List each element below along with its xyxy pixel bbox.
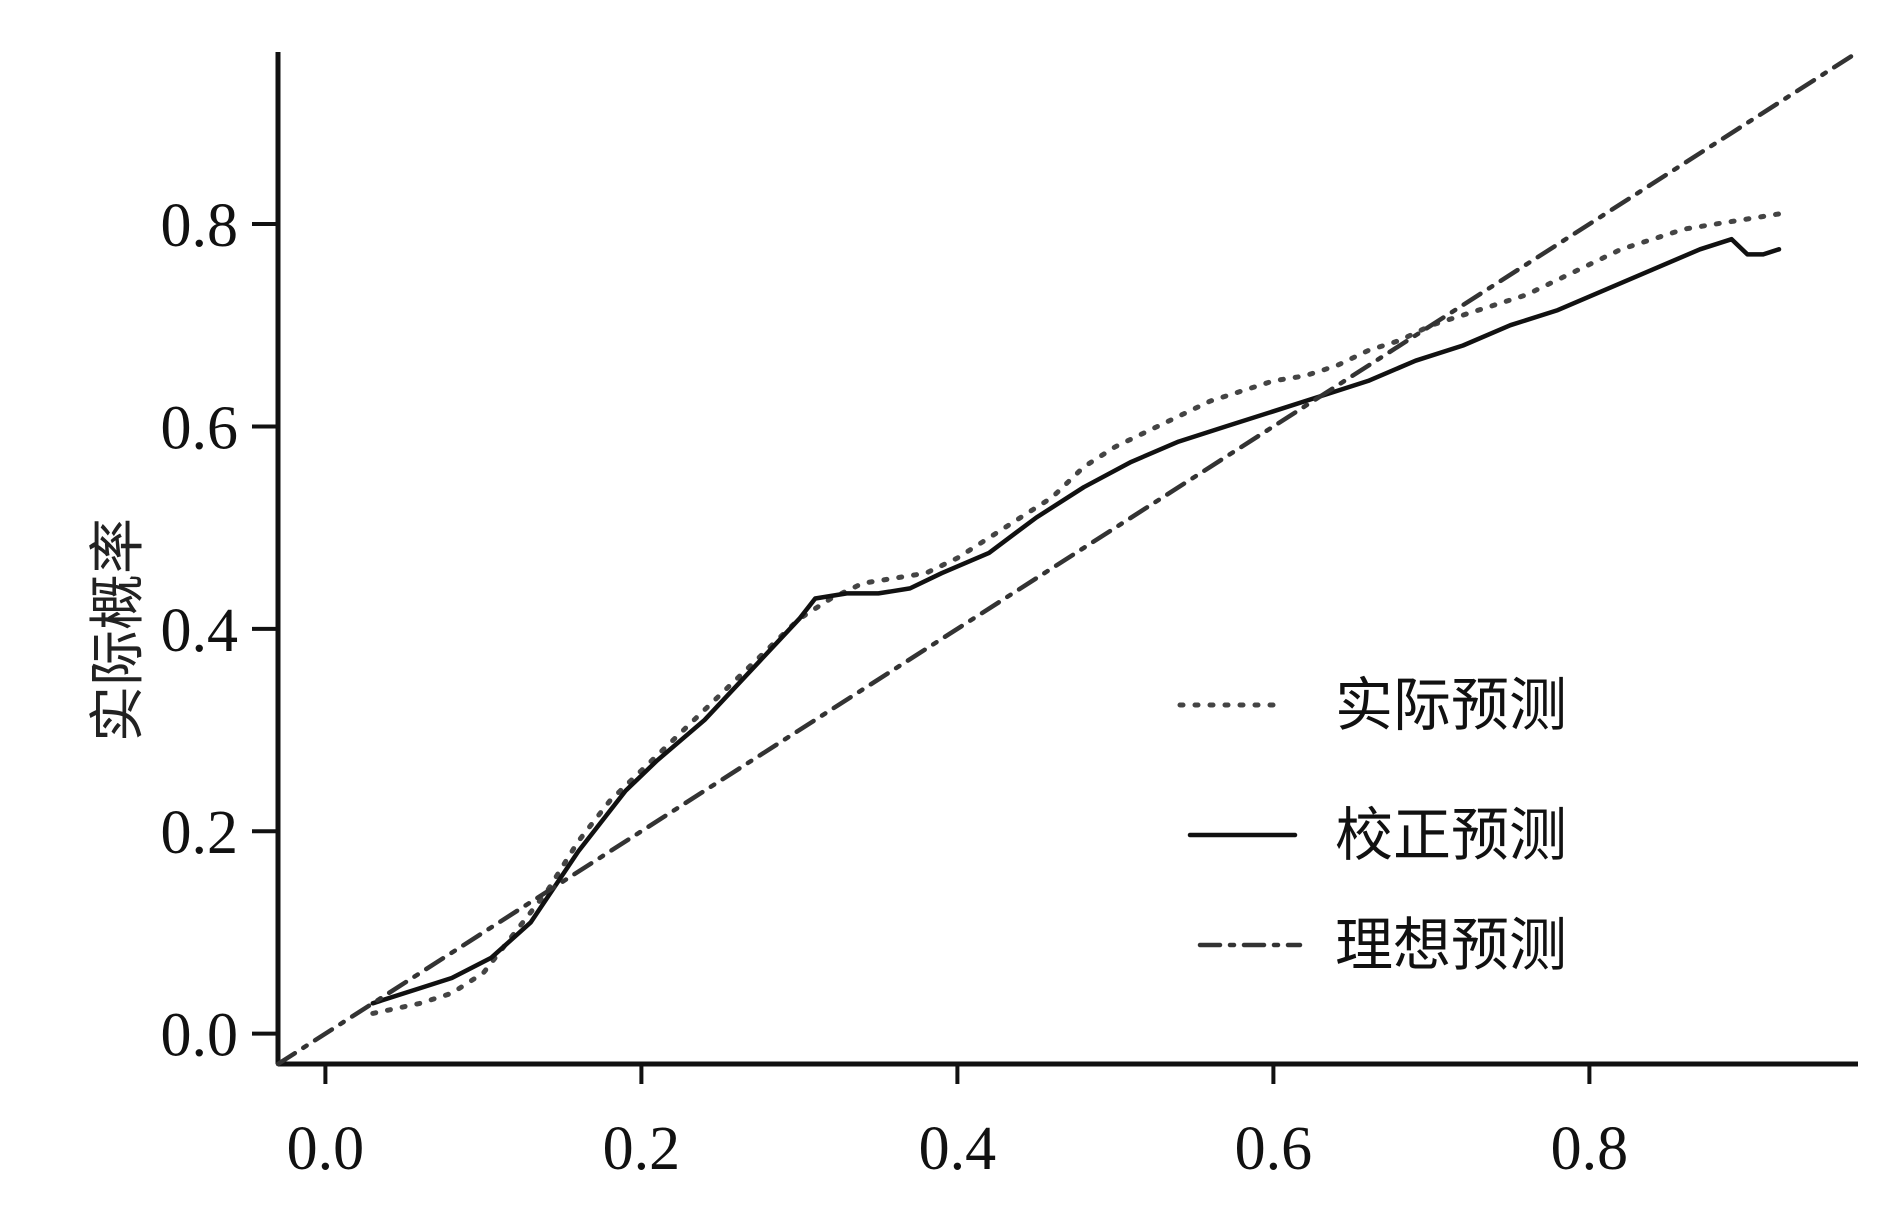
x-tick-label: 0.2 xyxy=(603,1115,681,1183)
x-tick-label: 0.0 xyxy=(287,1115,365,1183)
y-tick-label: 0.8 xyxy=(161,192,239,260)
x-tick-label: 0.8 xyxy=(1551,1115,1629,1183)
y-tick-label: 0.4 xyxy=(161,597,239,665)
axes xyxy=(275,52,1858,1067)
series-calibrated-line xyxy=(370,236,1782,1006)
legend-calibrated-label: 校正预测 xyxy=(1335,801,1567,869)
x-axis-ticks: 0.0 0.2 0.4 0.6 0.8 xyxy=(287,1064,1629,1183)
series-ideal-line xyxy=(275,49,1861,1067)
y-axis-label: 实际概率 xyxy=(86,518,151,742)
x-tick-label: 0.4 xyxy=(919,1115,997,1183)
y-axis-ticks: 0.0 0.2 0.4 0.6 0.8 xyxy=(161,192,278,1070)
y-tick-label: 0.0 xyxy=(161,1002,239,1070)
y-tick-label: 0.6 xyxy=(161,394,239,462)
series-layer xyxy=(275,49,1861,1067)
series-actual-line xyxy=(370,211,1782,1016)
legend-actual-label: 实际预测 xyxy=(1335,671,1567,739)
legend-ideal-label: 理想预测 xyxy=(1335,911,1567,979)
y-tick-label: 0.2 xyxy=(161,799,239,867)
x-tick-label: 0.6 xyxy=(1235,1115,1313,1183)
